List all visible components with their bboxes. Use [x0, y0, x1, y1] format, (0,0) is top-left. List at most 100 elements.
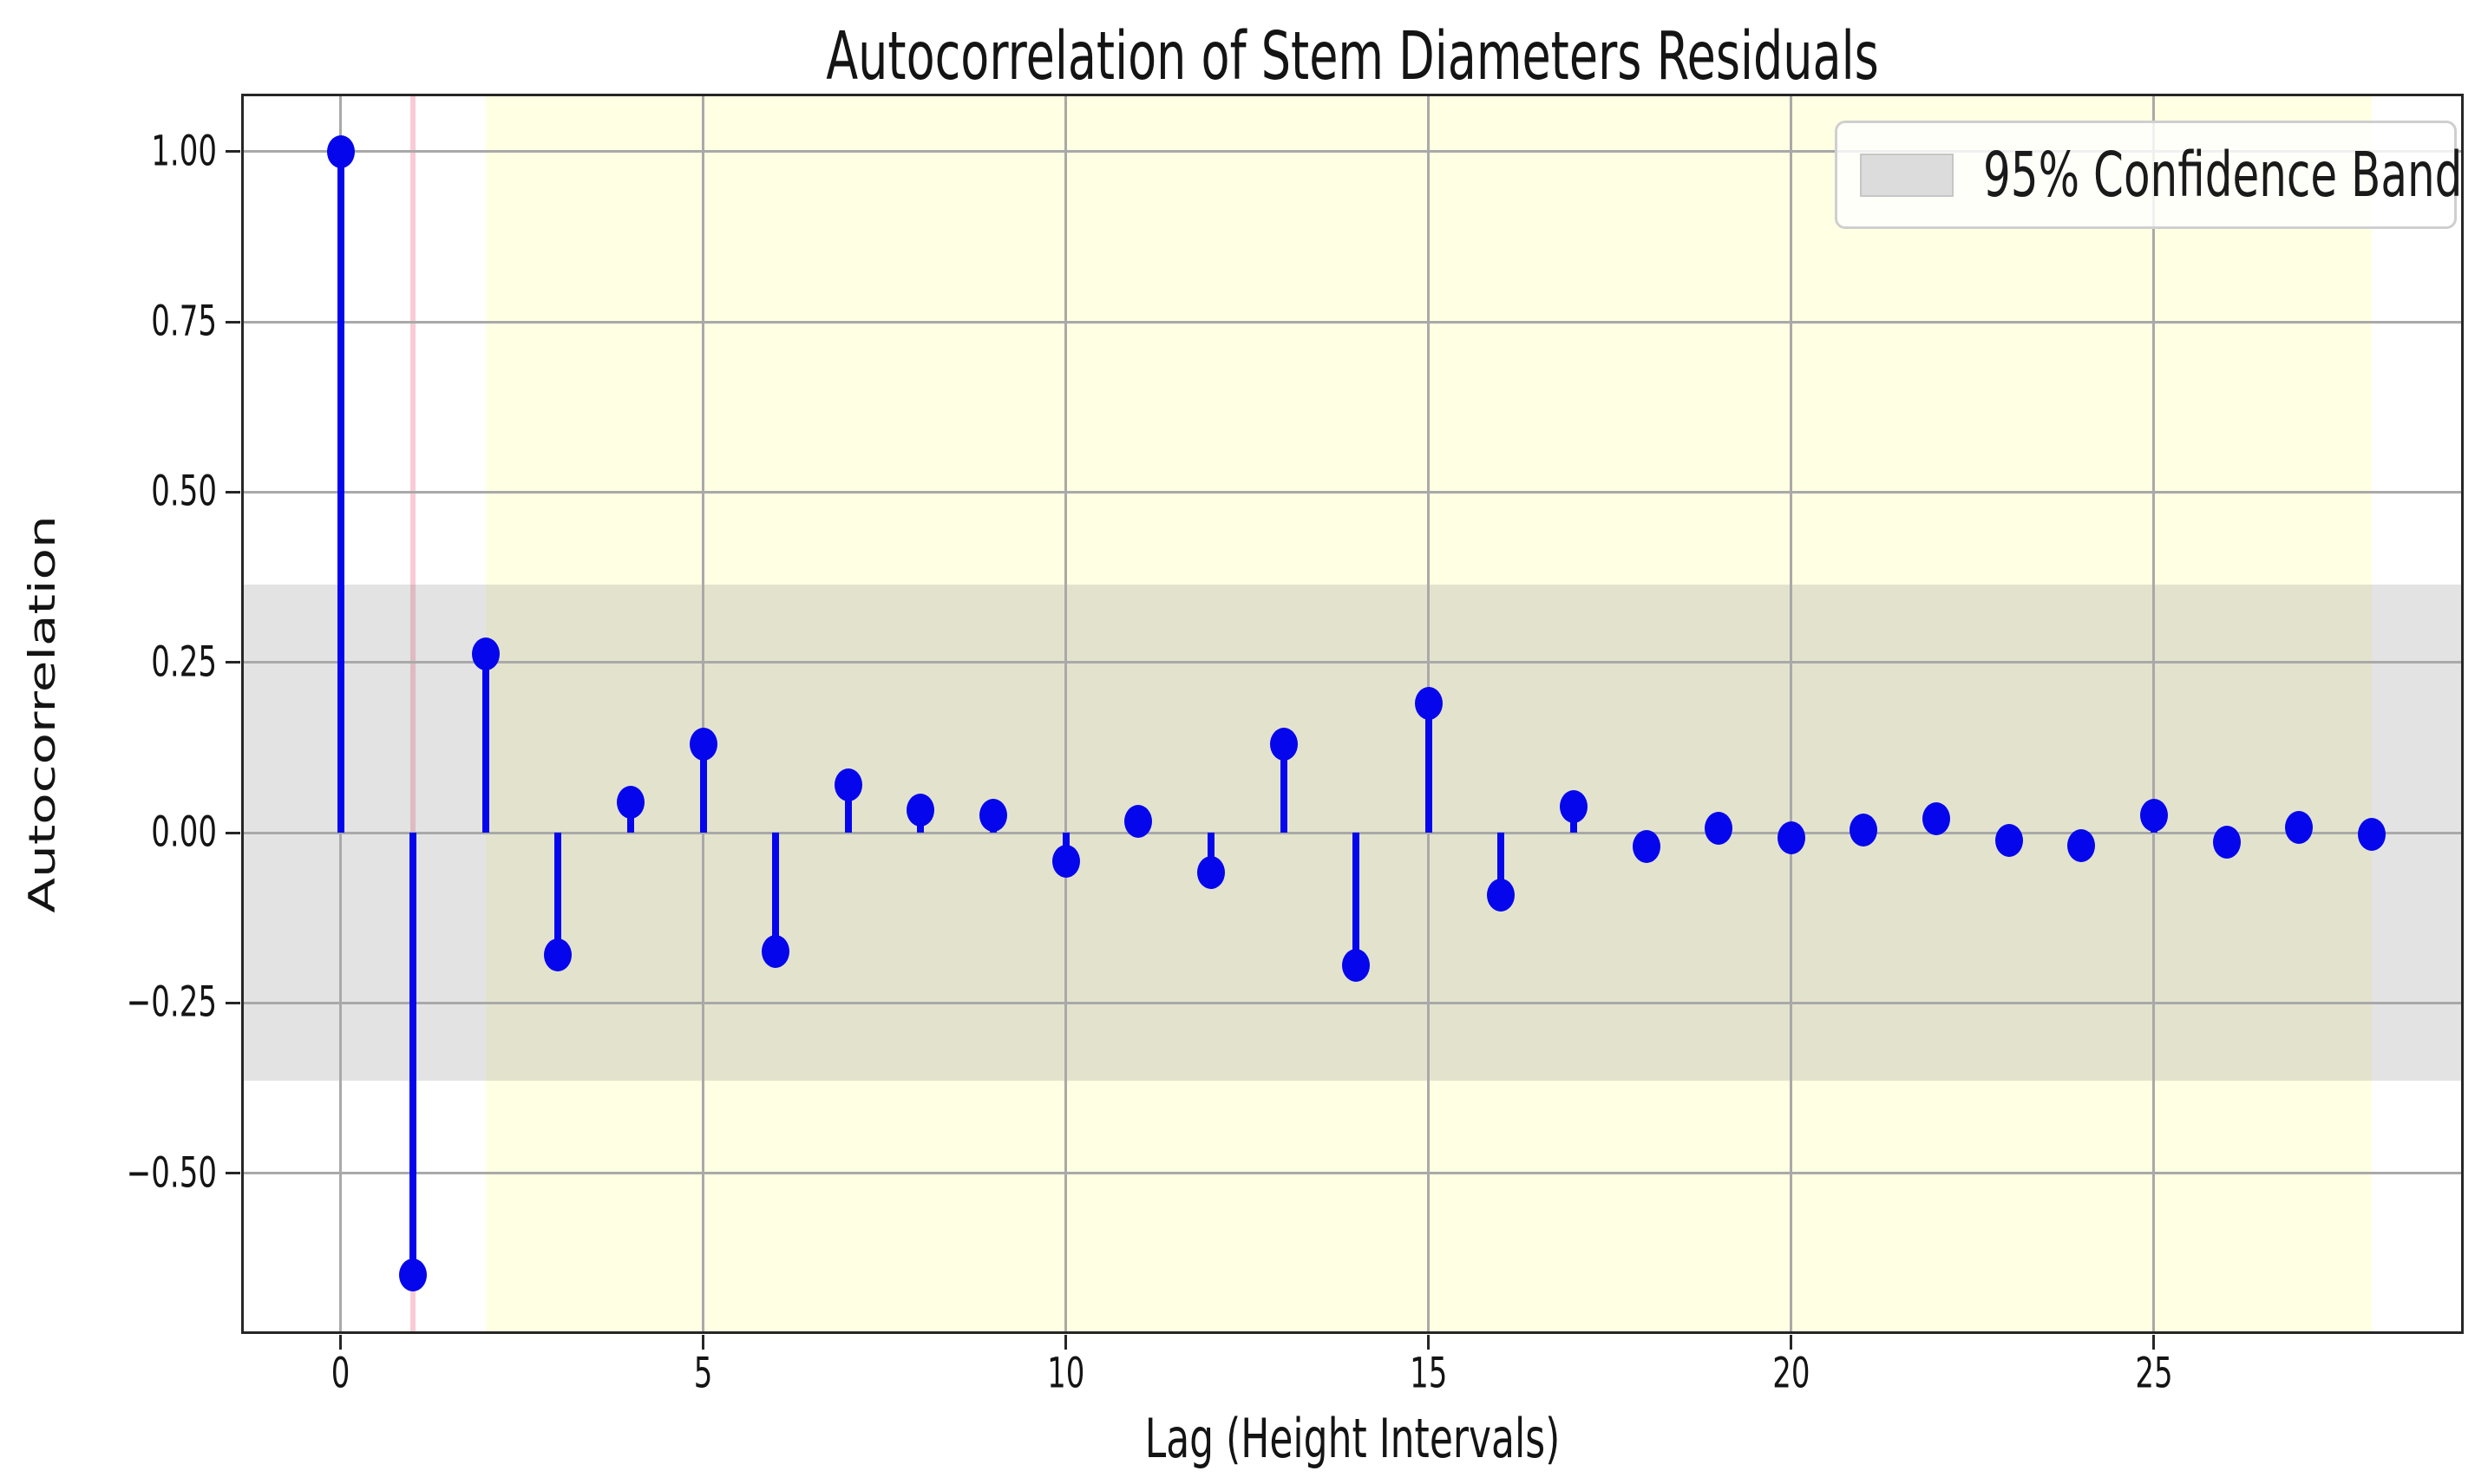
stem-marker [979, 798, 1008, 832]
stem-marker [834, 768, 862, 802]
stem-marker [1051, 845, 1080, 878]
stem-marker [1850, 813, 1878, 847]
gridline-horizontal [241, 661, 2464, 664]
gridline-horizontal [241, 831, 2464, 834]
y-tick-label-text: 0.25 [151, 637, 217, 688]
chart-title: Autocorrelation of Stem Diameters Residu… [241, 12, 2464, 99]
x-tick-label-text: 0 [331, 1349, 350, 1399]
x-tick-label-text: 5 [693, 1349, 713, 1399]
stem-marker [2067, 828, 2096, 862]
stem-line [699, 743, 707, 834]
stem-marker [689, 727, 717, 761]
stem-line [409, 833, 417, 1276]
x-tick-mark [1427, 1335, 1431, 1350]
y-tick-label: −0.25 [49, 977, 217, 1029]
x-tick-label: 25 [2067, 1348, 2241, 1400]
chart-title-text: Autocorrelation of Stem Diameters Residu… [826, 16, 1879, 95]
stem-marker [1196, 855, 1225, 889]
x-tick-mark [702, 1335, 705, 1350]
legend-swatch-confidence-band [1860, 153, 1954, 197]
y-tick-label: 0.75 [49, 296, 217, 348]
gridline-vertical [702, 94, 705, 1334]
gridline-horizontal [241, 1001, 2464, 1004]
x-axis-label-text: Lag (Height Intervals) [1144, 1407, 1561, 1471]
x-tick-label: 5 [617, 1348, 790, 1400]
y-tick-mark [226, 1001, 240, 1004]
stem-line [1352, 833, 1360, 966]
stem-marker [471, 637, 500, 671]
stem-marker [1922, 802, 1951, 836]
stem-marker [762, 935, 790, 969]
y-tick-label: 0.50 [49, 466, 217, 518]
x-tick-label: 0 [254, 1348, 428, 1400]
y-tick-mark [226, 661, 240, 664]
stem-marker [2357, 818, 2386, 852]
x-tick-mark [1064, 1335, 1068, 1350]
stem-marker [1342, 949, 1371, 983]
y-tick-label: 0.25 [49, 637, 217, 689]
stem-line [772, 833, 780, 952]
x-tick-label: 20 [1705, 1348, 1878, 1400]
gridline-vertical [1790, 94, 1793, 1334]
legend: 95% Confidence Band [1835, 121, 2462, 229]
stem-line [481, 654, 489, 834]
stem-marker [1414, 686, 1443, 720]
legend-label: 95% Confidence Band [1983, 139, 2463, 211]
stem-marker [1269, 727, 1298, 761]
stem-line [337, 151, 344, 834]
y-tick-label: 1.00 [49, 126, 217, 178]
stem-marker [617, 785, 645, 819]
gridline-horizontal [241, 490, 2464, 494]
x-tick-label-text: 10 [1047, 1349, 1085, 1399]
x-tick-label-text: 25 [2135, 1349, 2173, 1399]
y-tick-label-text: −0.25 [126, 977, 217, 1028]
stem-marker [1777, 821, 1805, 855]
y-tick-mark [226, 1172, 240, 1175]
x-tick-label-text: 15 [1410, 1349, 1448, 1399]
x-axis-label: Lag (Height Intervals) [241, 1400, 2464, 1478]
stem-line [554, 833, 562, 956]
lag1-vline [410, 94, 416, 1334]
stem-marker [1632, 829, 1660, 863]
y-tick-mark [226, 150, 240, 154]
stem-marker [1124, 805, 1153, 839]
gridline-vertical [2152, 94, 2156, 1334]
stem-marker [399, 1258, 428, 1292]
stem-marker [2139, 798, 2168, 832]
stem-marker [2212, 826, 2241, 860]
stem-marker [2285, 810, 2314, 844]
y-tick-mark [226, 490, 240, 494]
x-tick-label: 15 [1342, 1348, 1516, 1400]
stem-marker [1487, 879, 1516, 912]
y-tick-label: 0.00 [49, 807, 217, 859]
stem-line [1497, 833, 1505, 896]
gridline-vertical [1064, 94, 1068, 1334]
stem-line [1424, 703, 1432, 834]
gridline-horizontal [241, 320, 2464, 324]
stem-line [1280, 743, 1287, 834]
x-tick-mark [339, 1335, 343, 1350]
stem-marker [1994, 824, 2023, 858]
y-tick-label-text: 1.00 [151, 127, 217, 177]
x-tick-mark [1790, 1335, 1793, 1350]
x-tick-label: 10 [979, 1348, 1153, 1400]
gridline-horizontal [241, 150, 2464, 154]
stem-marker [326, 134, 355, 168]
y-tick-mark [226, 831, 240, 834]
stem-line [1207, 833, 1215, 873]
stem-marker [1560, 790, 1588, 824]
gridline-horizontal [241, 1172, 2464, 1175]
y-tick-label-text: 0.50 [151, 467, 217, 517]
stem-line [844, 785, 852, 834]
x-tick-label-text: 20 [1772, 1349, 1810, 1399]
y-tick-label-text: 0.00 [151, 807, 217, 858]
stem-marker [1705, 812, 1733, 846]
y-tick-label: −0.50 [49, 1147, 217, 1200]
stem-marker [907, 794, 935, 827]
y-tick-mark [226, 320, 240, 324]
y-tick-label-text: 0.75 [151, 297, 217, 347]
x-tick-mark [2152, 1335, 2156, 1350]
y-tick-label-text: −0.50 [126, 1148, 217, 1199]
